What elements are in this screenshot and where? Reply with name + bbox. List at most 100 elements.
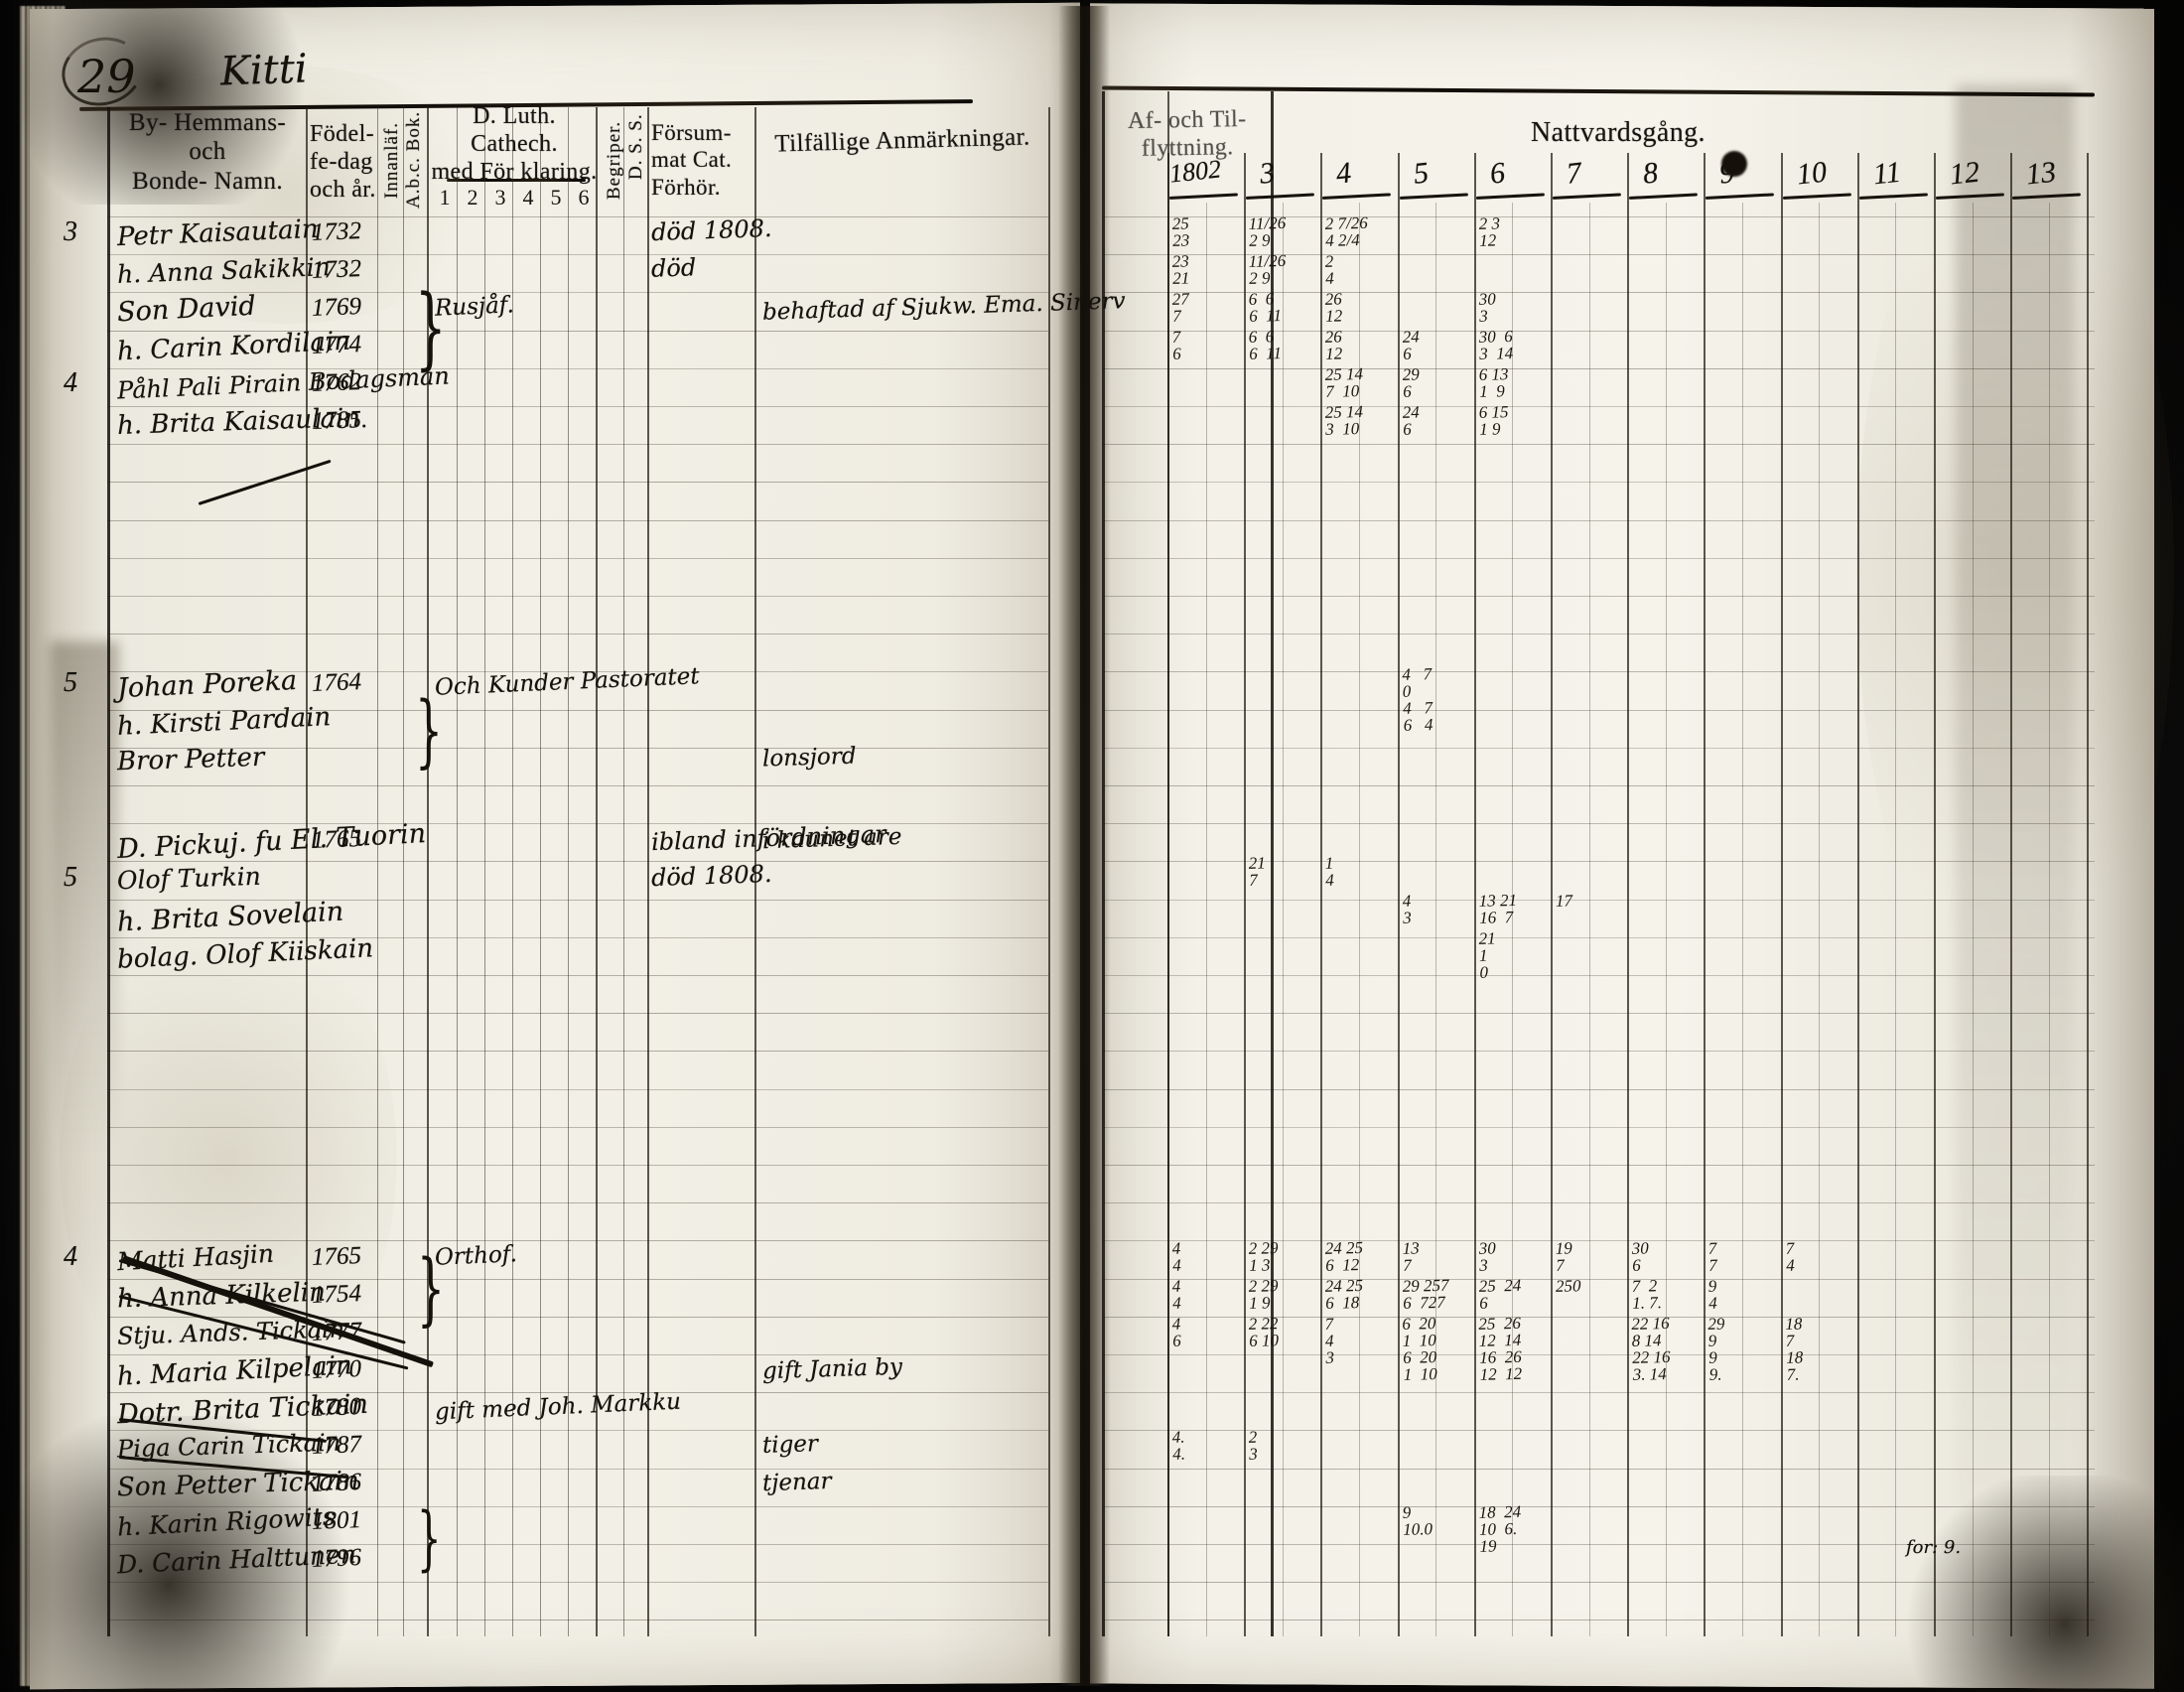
year-underline xyxy=(1783,193,1851,200)
birth-year: 1774 xyxy=(312,331,362,360)
year-underline xyxy=(1400,193,1468,200)
year-underline xyxy=(1629,193,1698,200)
column-divider xyxy=(1102,91,1105,1636)
ruled-line xyxy=(1102,444,2095,445)
communion-entry: 19 7 xyxy=(1556,1238,1625,1274)
communion-entry: 18 7 18 7. xyxy=(1785,1314,1855,1383)
communion-entry: 7 6 xyxy=(1172,327,1242,362)
family-brace: } xyxy=(415,284,446,373)
birth-year: 1801 xyxy=(312,1506,362,1536)
year-column-half-divider xyxy=(1589,203,1590,1636)
communion-entry: 25 26 12 14 16 26 12 12 xyxy=(1478,1314,1549,1383)
family-brace: } xyxy=(417,1503,442,1573)
communion-entry: 30 3 xyxy=(1478,1238,1548,1274)
birth-year: 1764 xyxy=(312,668,362,698)
catechism-note: gift med Joh. Markku xyxy=(435,1389,682,1426)
year-column-divider xyxy=(2087,153,2089,1636)
communion-entry: 7 2 1. 7. xyxy=(1632,1276,1702,1312)
year-label: 3 xyxy=(1258,156,1276,191)
year-column-divider xyxy=(1781,153,1783,1636)
communion-entry: 7 4 3 xyxy=(1325,1314,1395,1366)
column-header-dss-begriper: Begriper. xyxy=(604,120,625,199)
communion-entry: 1 4 xyxy=(1325,853,1395,889)
year-label: 13 xyxy=(2024,156,2057,193)
column-divider xyxy=(1048,107,1050,1636)
birth-year: 1732 xyxy=(312,255,362,285)
ruled-line xyxy=(1102,1620,2095,1621)
person-name: h. Kirsti Pardain xyxy=(116,702,331,742)
communion-entry: 2 3 xyxy=(1249,1427,1318,1463)
year-label: 4 xyxy=(1335,156,1353,191)
remark-note: tiger xyxy=(762,1431,819,1459)
catechism-note: Rusjåf. xyxy=(434,292,514,321)
communion-entry: 4. 4. xyxy=(1172,1427,1242,1463)
column-header-forsummat-line3: Förhör. xyxy=(651,174,721,201)
column-header-afochtil-line1: Af- och Til- xyxy=(1128,105,1247,135)
person-name: Petr Kaisautain xyxy=(116,214,319,252)
communion-entry: 2 29 1 9 xyxy=(1249,1276,1318,1312)
communion-entry: 25 23 xyxy=(1172,213,1242,249)
year-header-12: 12 xyxy=(1934,157,2010,201)
year-header-6: 6 xyxy=(1474,157,1551,201)
ruled-line xyxy=(1102,406,2095,407)
year-column-half-divider xyxy=(1666,203,1667,1636)
birth-year: 1769 xyxy=(312,293,362,323)
cathech-subcolumn-5: 5 xyxy=(542,185,570,214)
year-header-7: 7 xyxy=(1551,157,1627,201)
communion-entry: 7 7 xyxy=(1708,1238,1778,1274)
column-header-birth-line3: och år. xyxy=(310,176,376,204)
communion-entry: 17 xyxy=(1556,891,1625,910)
year-column-half-divider xyxy=(1283,203,1284,1636)
communion-entry: 29 257 6 727 xyxy=(1402,1276,1471,1312)
communion-entry: 24 25 6 18 xyxy=(1325,1276,1395,1312)
communion-entry: 9 10.0 xyxy=(1402,1502,1471,1538)
communion-entry: 4 3 xyxy=(1402,891,1471,926)
year-label: 5 xyxy=(1412,156,1430,191)
communion-entry: 22 16 8 14 22 16 3. 14 xyxy=(1631,1314,1702,1383)
person-name: Matti Hasjin xyxy=(116,1239,274,1277)
cathech-subcolumn-3: 3 xyxy=(486,185,514,214)
birth-year: 1785. xyxy=(312,406,368,436)
year-column-divider xyxy=(1244,153,1246,1636)
household-number: 4 xyxy=(64,367,77,399)
ruled-line xyxy=(1102,558,2095,559)
communion-entry: 30 6 3 14 xyxy=(1478,327,1548,362)
remark-note: tjenar xyxy=(762,1469,832,1496)
column-header-name: By- Hemmans- och Bonde- Namn. xyxy=(113,113,302,191)
ruled-line xyxy=(1102,1202,2095,1203)
communion-entry: 26 12 xyxy=(1325,289,1395,325)
column-header-forsummat: Försum- mat Cat. Förhör. xyxy=(651,111,754,209)
ruled-line xyxy=(107,1051,1048,1052)
ruled-line xyxy=(107,1127,1048,1128)
communion-entry: 2 7/26 4 2/4 xyxy=(1325,213,1395,249)
right-page-footer-note: for: 9. xyxy=(1906,1537,1961,1558)
cathech-subcolumn-1: 1 xyxy=(431,185,459,214)
birth-year: 1780 xyxy=(312,1393,362,1423)
left-page-content: 29 Kitti By- Hemmans- och Bonde- Namn. F… xyxy=(99,36,1052,1654)
communion-entry: 6 13 1 9 xyxy=(1478,364,1548,400)
ruled-line xyxy=(1102,1089,2095,1090)
communion-entry: 4 6 xyxy=(1172,1314,1242,1349)
year-underline xyxy=(1706,193,1774,200)
column-header-birth-line2: fe-dag xyxy=(310,148,373,176)
ruled-line xyxy=(107,1089,1048,1090)
household-number: 5 xyxy=(64,862,77,894)
column-header-dss-label: D. S. S. xyxy=(625,114,647,181)
family-brace: } xyxy=(417,1249,445,1329)
column-header-name-line1: By- Hemmans- och xyxy=(113,108,302,167)
communion-entry: 2 4 xyxy=(1325,251,1395,287)
year-column-half-divider xyxy=(1973,203,1974,1636)
right-page-content: Af- och Til- flyttning. Nattvardsgång. 1… xyxy=(1102,36,2105,1654)
birth-year: 1765 xyxy=(312,825,362,855)
year-column-half-divider xyxy=(2049,203,2050,1636)
household-number: 5 xyxy=(64,667,77,699)
birth-year: 1762 xyxy=(312,368,362,398)
ruled-line xyxy=(1102,520,2095,521)
year-column-divider xyxy=(1704,153,1706,1636)
communion-entry: 27 7 xyxy=(1172,289,1242,325)
column-header-abc-label: A.b.c. Bok. xyxy=(403,111,425,209)
year-header-11: 11 xyxy=(1857,157,1934,201)
year-column-half-divider xyxy=(1895,203,1896,1636)
communion-entry: 24 25 6 12 xyxy=(1325,1238,1395,1274)
communion-entry: 23 21 xyxy=(1172,251,1242,287)
